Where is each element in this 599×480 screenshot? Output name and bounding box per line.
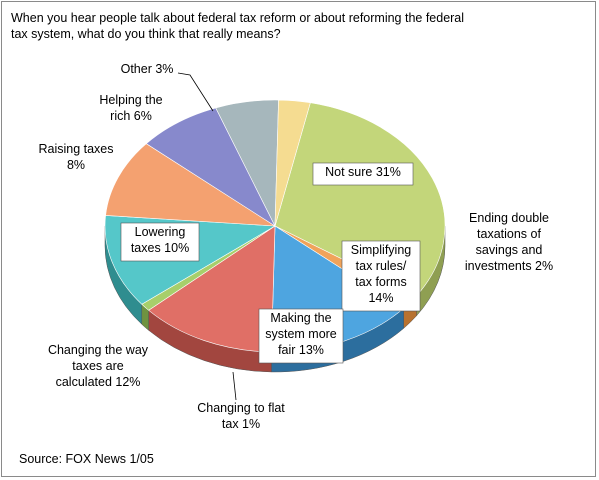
pie-slice-9: [274, 99, 311, 227]
label-box-6: [120, 222, 200, 262]
slice-label-0-0: Not sure 31%: [325, 165, 401, 179]
slice-label-2-2: tax forms: [355, 275, 406, 289]
chart-source: Source: FOX News 1/05: [19, 452, 154, 466]
slice-label-7-1: 8%: [67, 158, 85, 172]
leader-line-4: [232, 371, 237, 401]
slice-label-2-1: tax rules/: [356, 259, 407, 273]
slice-label-6-1: taxes 10%: [131, 241, 189, 255]
slice-label-2-0: Simplifying: [351, 243, 411, 257]
slice-label-9-0: Other 3%: [121, 62, 174, 76]
slice-label-8-1: rich 6%: [110, 109, 152, 123]
slice-label-4-0: Changing to flat: [197, 401, 285, 415]
slice-label-1-3: investments 2%: [465, 259, 553, 273]
slice-label-3-1: system more: [265, 327, 337, 341]
slice-label-7-0: Raising taxes: [38, 142, 113, 156]
slice-label-5-1: taxes are: [72, 359, 123, 373]
pie-slice-6: [105, 143, 277, 227]
slice-label-6-0: Lowering: [135, 225, 186, 239]
slice-label-1-2: savings and: [476, 243, 543, 257]
slice-label-3-0: Making the: [270, 311, 331, 325]
slice-label-5-0: Changing the way: [48, 343, 149, 357]
chart-title: When you hear people talk about federal …: [11, 11, 465, 41]
slice-label-8-0: Helping the: [99, 93, 162, 107]
leader-line-9: [177, 72, 214, 112]
label-box-2: [341, 240, 421, 312]
slice-label-1-1: taxations of: [477, 227, 541, 241]
slice-label-1-0: Ending double: [469, 211, 549, 225]
slice-label-3-2: fair 13%: [278, 343, 324, 357]
label-box-3: [258, 308, 344, 364]
slice-label-5-2: calculated 12%: [56, 375, 141, 389]
slice-label-2-3: 14%: [368, 291, 393, 305]
slice-label-4-1: tax 1%: [222, 417, 260, 431]
label-box-0: [312, 162, 414, 186]
